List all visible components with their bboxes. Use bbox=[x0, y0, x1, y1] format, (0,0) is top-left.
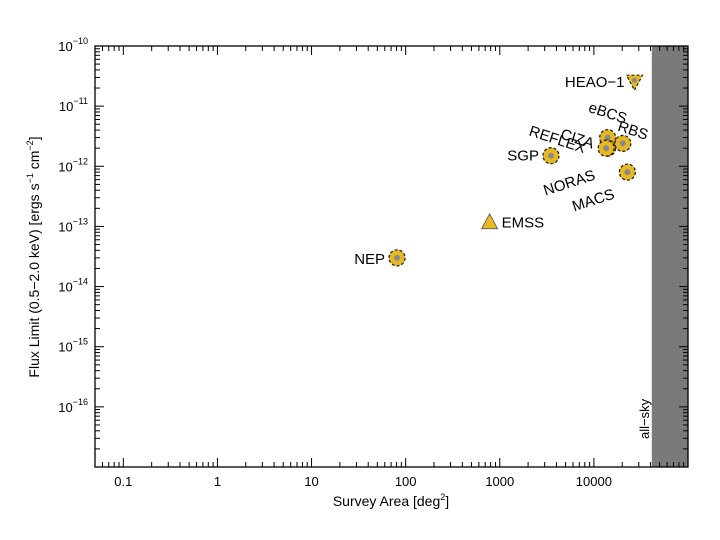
point-macs-center bbox=[624, 169, 631, 176]
y-tick-exponent: −15 bbox=[73, 337, 88, 347]
all-sky-region bbox=[651, 46, 688, 467]
x-tick-label: 10 bbox=[304, 474, 318, 489]
x-axis-title: Survey Area [deg2] bbox=[333, 492, 449, 509]
y-tick-exponent: −12 bbox=[73, 156, 88, 166]
y-tick-exponent: −14 bbox=[73, 277, 88, 287]
data-points bbox=[388, 74, 644, 267]
y-tick-exponent: −16 bbox=[73, 397, 88, 407]
point-sgp-center bbox=[547, 152, 554, 159]
y-tick-label: 10−11 bbox=[59, 96, 88, 114]
plot-frame bbox=[94, 45, 689, 468]
point-ebcs-center bbox=[604, 134, 611, 141]
y-tick-base: 10 bbox=[58, 280, 72, 295]
y-axis-title-part-1: −1 bbox=[25, 173, 35, 183]
y-tick-base: 10 bbox=[59, 99, 73, 114]
plot-border bbox=[94, 45, 689, 468]
label-heao-1: HEAO−1 bbox=[565, 74, 625, 91]
y-tick-base: 10 bbox=[58, 39, 72, 54]
y-axis-title: Flux Limit (0.5−2.0 keV) [ergs s−1 cm−2] bbox=[25, 136, 42, 377]
label-nep: NEP bbox=[354, 251, 385, 268]
y-axis-title-part-2: cm bbox=[26, 151, 42, 174]
all-sky-label: all−sky bbox=[637, 398, 652, 439]
y-tick-exponent: −13 bbox=[73, 216, 88, 226]
y-axis-title-part-3: −2 bbox=[25, 140, 35, 150]
x-axis-title-sup: 2 bbox=[440, 492, 445, 502]
y-tick-base: 10 bbox=[58, 219, 72, 234]
all-sky-region-group: all−sky bbox=[637, 46, 688, 467]
y-tick-base: 10 bbox=[58, 340, 72, 355]
y-tick-label: 10−12 bbox=[58, 156, 88, 174]
point-nep-center bbox=[394, 254, 401, 261]
y-axis-title-part-4: ] bbox=[26, 136, 42, 140]
y-tick-base: 10 bbox=[58, 400, 72, 415]
y-tick-label: 10−13 bbox=[58, 216, 88, 234]
point-emss bbox=[480, 212, 499, 230]
point-rbs-center bbox=[619, 140, 626, 147]
x-tick-label: 1 bbox=[214, 474, 221, 489]
point-heao-1-center bbox=[631, 77, 637, 83]
y-tick-exponent: −10 bbox=[73, 36, 88, 46]
y-tick-label: 10−14 bbox=[58, 277, 88, 295]
x-tick-label: 10000 bbox=[576, 474, 612, 489]
x-tick-label: 0.1 bbox=[114, 474, 132, 489]
x-tick-label: 1000 bbox=[485, 474, 514, 489]
point-reflex-center bbox=[603, 145, 610, 152]
x-axis-title-end: ] bbox=[445, 493, 449, 509]
y-tick-label: 10−10 bbox=[58, 36, 88, 54]
y-tick-base: 10 bbox=[58, 159, 72, 174]
x-tick-label: 100 bbox=[395, 474, 417, 489]
y-axis-title-part-0: Flux Limit (0.5−2.0 keV) [ergs s bbox=[26, 183, 42, 377]
label-sgp: SGP bbox=[507, 148, 539, 165]
y-tick-exponent: −11 bbox=[73, 96, 88, 106]
y-tick-label: 10−15 bbox=[58, 337, 88, 355]
label-macs: MACS bbox=[570, 186, 616, 216]
y-tick-label: 10−16 bbox=[58, 397, 88, 415]
x-axis-title-main: Survey Area [deg bbox=[333, 493, 440, 509]
label-emss: EMSS bbox=[502, 215, 545, 232]
